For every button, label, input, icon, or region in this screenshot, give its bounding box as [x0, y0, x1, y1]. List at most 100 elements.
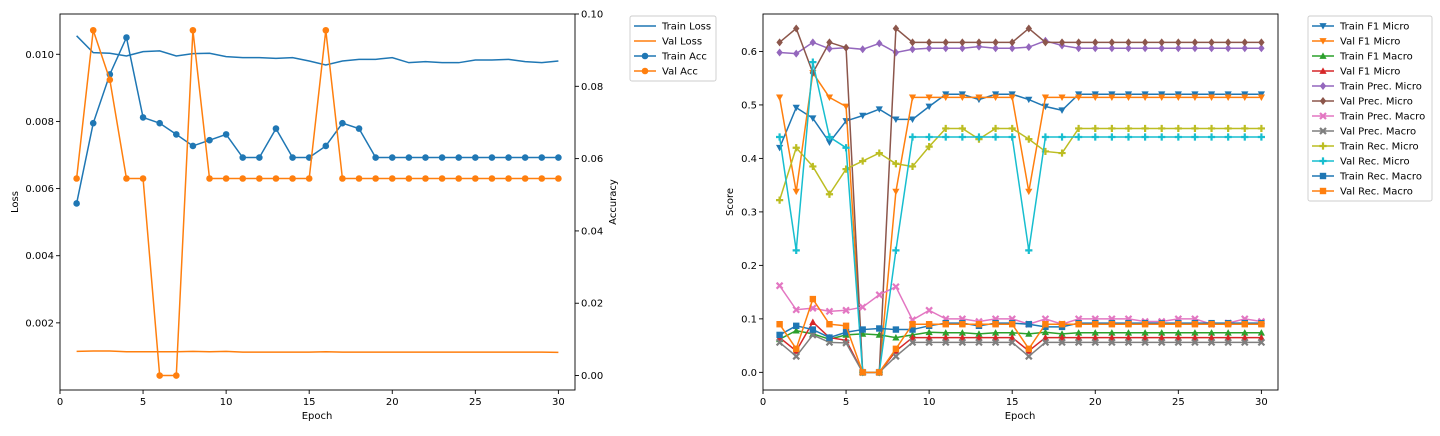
- data-point-train-prec-micro: [1108, 44, 1116, 53]
- data-point-val-prec-micro: [793, 24, 800, 33]
- legend-marker-val-f1-micro: [1319, 67, 1327, 74]
- data-point-train-rec-macro: [809, 326, 817, 333]
- data-point-val-acc: [305, 175, 313, 182]
- legend-label-val-rec-macro: Val Rec. Macro: [1340, 187, 1413, 198]
- data-point-train-prec-micro: [1075, 44, 1082, 53]
- data-point-val-rec-macro: [892, 345, 900, 353]
- data-point-train-prec-micro: [1208, 44, 1215, 53]
- data-point-val-f1-micro: [908, 94, 917, 102]
- data-point-train-rec-micro: [958, 124, 966, 133]
- data-point-train-f1-macro: [1158, 329, 1166, 336]
- x-tick-label: 15: [1006, 397, 1019, 408]
- data-point-val-f1-micro: [1075, 94, 1083, 102]
- chart1-y-axis-label: Loss: [10, 191, 21, 213]
- x-tick-label: 5: [843, 397, 849, 408]
- data-point-val-rec-macro: [793, 345, 800, 353]
- data-point-train-f1-macro: [1207, 329, 1216, 336]
- data-point-train-f1-micro: [1025, 96, 1033, 104]
- data-point-train-acc: [455, 154, 463, 161]
- data-point-train-f1-macro: [1174, 329, 1182, 336]
- data-point-val-acc: [355, 175, 363, 182]
- data-point-train-prec-micro: [959, 44, 966, 53]
- data-point-train-rec-micro: [792, 144, 800, 152]
- data-point-val-f1-micro: [1124, 94, 1133, 102]
- data-point-train-acc: [505, 154, 512, 161]
- data-point-val-rec-macro: [826, 321, 833, 328]
- data-point-val-f1-micro: [1091, 333, 1099, 341]
- chart2-x-axis-label: Epoch: [1005, 411, 1036, 422]
- data-point-val-f1-micro: [1025, 188, 1033, 196]
- data-point-val-rec-macro: [1141, 321, 1149, 328]
- data-point-val-rec-micro: [1207, 133, 1216, 141]
- data-point-train-acc: [555, 154, 562, 161]
- chart2-plot-frame: [762, 13, 1279, 391]
- legend-label-val-rec-micro: Val Rec. Micro: [1340, 157, 1410, 168]
- data-point-val-rec-micro: [842, 144, 850, 152]
- data-point-val-rec-macro: [776, 321, 783, 328]
- data-point-train-prec-micro: [1008, 44, 1016, 53]
- data-point-val-prec-micro: [942, 38, 949, 47]
- data-point-train-rec-micro: [1058, 149, 1066, 157]
- data-point-train-prec-macro: [925, 306, 933, 315]
- data-point-val-f1-micro: [1141, 333, 1149, 341]
- data-point-train-f1-micro: [792, 104, 800, 112]
- data-point-val-rec-micro: [1025, 246, 1033, 255]
- data-point-val-f1-micro: [1058, 333, 1066, 341]
- data-point-val-rec-micro: [1124, 133, 1133, 141]
- data-point-train-prec-micro: [1224, 44, 1232, 53]
- data-point-val-acc: [206, 175, 213, 182]
- data-point-val-f1-micro: [1191, 94, 1199, 102]
- legend-marker-val-f1-micro: [1319, 38, 1327, 45]
- y-tick-label: 0.4: [741, 154, 757, 165]
- data-point-val-f1-micro: [1224, 333, 1232, 341]
- data-point-train-rec-macro: [909, 326, 916, 333]
- data-point-train-acc: [272, 125, 280, 132]
- data-point-val-rec-macro: [1258, 321, 1265, 328]
- data-point-val-rec-macro: [909, 321, 916, 328]
- x-tick-label: 30: [1255, 397, 1268, 408]
- data-point-val-prec-micro: [1141, 38, 1149, 47]
- data-point-val-rec-micro: [1241, 133, 1249, 141]
- data-point-train-rec-micro: [1124, 124, 1133, 133]
- data-point-train-f1-macro: [925, 328, 933, 336]
- data-point-train-acc: [405, 154, 413, 161]
- legend-marker-train-rec-micro: [1319, 142, 1327, 150]
- data-point-train-acc: [239, 154, 247, 161]
- data-point-val-f1-micro: [809, 318, 817, 325]
- data-point-train-f1-micro: [825, 139, 834, 146]
- data-point-train-f1-macro: [942, 329, 950, 336]
- data-point-train-f1-macro: [1058, 330, 1066, 337]
- data-point-train-f1-macro: [1008, 329, 1016, 336]
- data-point-train-acc: [206, 136, 213, 144]
- data-point-val-prec-micro: [1108, 38, 1116, 47]
- y-tick-label: 0.0: [741, 368, 757, 379]
- data-point-val-f1-micro: [958, 333, 966, 341]
- data-point-val-prec-micro: [1092, 38, 1099, 47]
- data-point-train-prec-macro: [792, 305, 801, 314]
- data-point-train-prec-micro: [1125, 44, 1132, 53]
- data-point-train-f1-macro: [1224, 329, 1232, 336]
- data-point-val-acc: [289, 175, 296, 182]
- data-point-val-prec-micro: [1058, 38, 1066, 47]
- chart1-x-ticks: 0 5 10 15 20 25 30: [57, 390, 565, 408]
- data-point-train-prec-micro: [876, 39, 883, 48]
- series-val-f1-micro: [776, 318, 1265, 376]
- data-point-train-rec-micro: [991, 124, 1000, 133]
- data-point-val-prec-macro: [1174, 338, 1183, 347]
- data-point-train-rec-micro: [842, 165, 850, 173]
- data-point-train-prec-micro: [1141, 44, 1149, 53]
- legend-marker-val-acc: [641, 67, 649, 75]
- legend-marker-train-prec-macro: [1319, 112, 1327, 120]
- data-point-val-acc: [455, 175, 463, 182]
- data-point-train-rec-micro: [859, 157, 867, 165]
- data-point-train-prec-micro: [1191, 44, 1199, 53]
- data-point-val-prec-micro: [1042, 38, 1049, 47]
- chart2-legend: Train F1 Micro Val F1 Micro Train F1 Macro…: [1307, 15, 1433, 202]
- data-point-val-f1-micro: [792, 188, 800, 196]
- x-tick-label: 5: [140, 397, 146, 408]
- data-point-val-rec-micro: [776, 133, 784, 141]
- data-point-train-f1-macro: [1141, 329, 1149, 336]
- data-point-val-acc: [339, 175, 346, 182]
- data-point-val-prec-macro: [941, 338, 950, 347]
- data-point-val-rec-micro: [1158, 133, 1166, 141]
